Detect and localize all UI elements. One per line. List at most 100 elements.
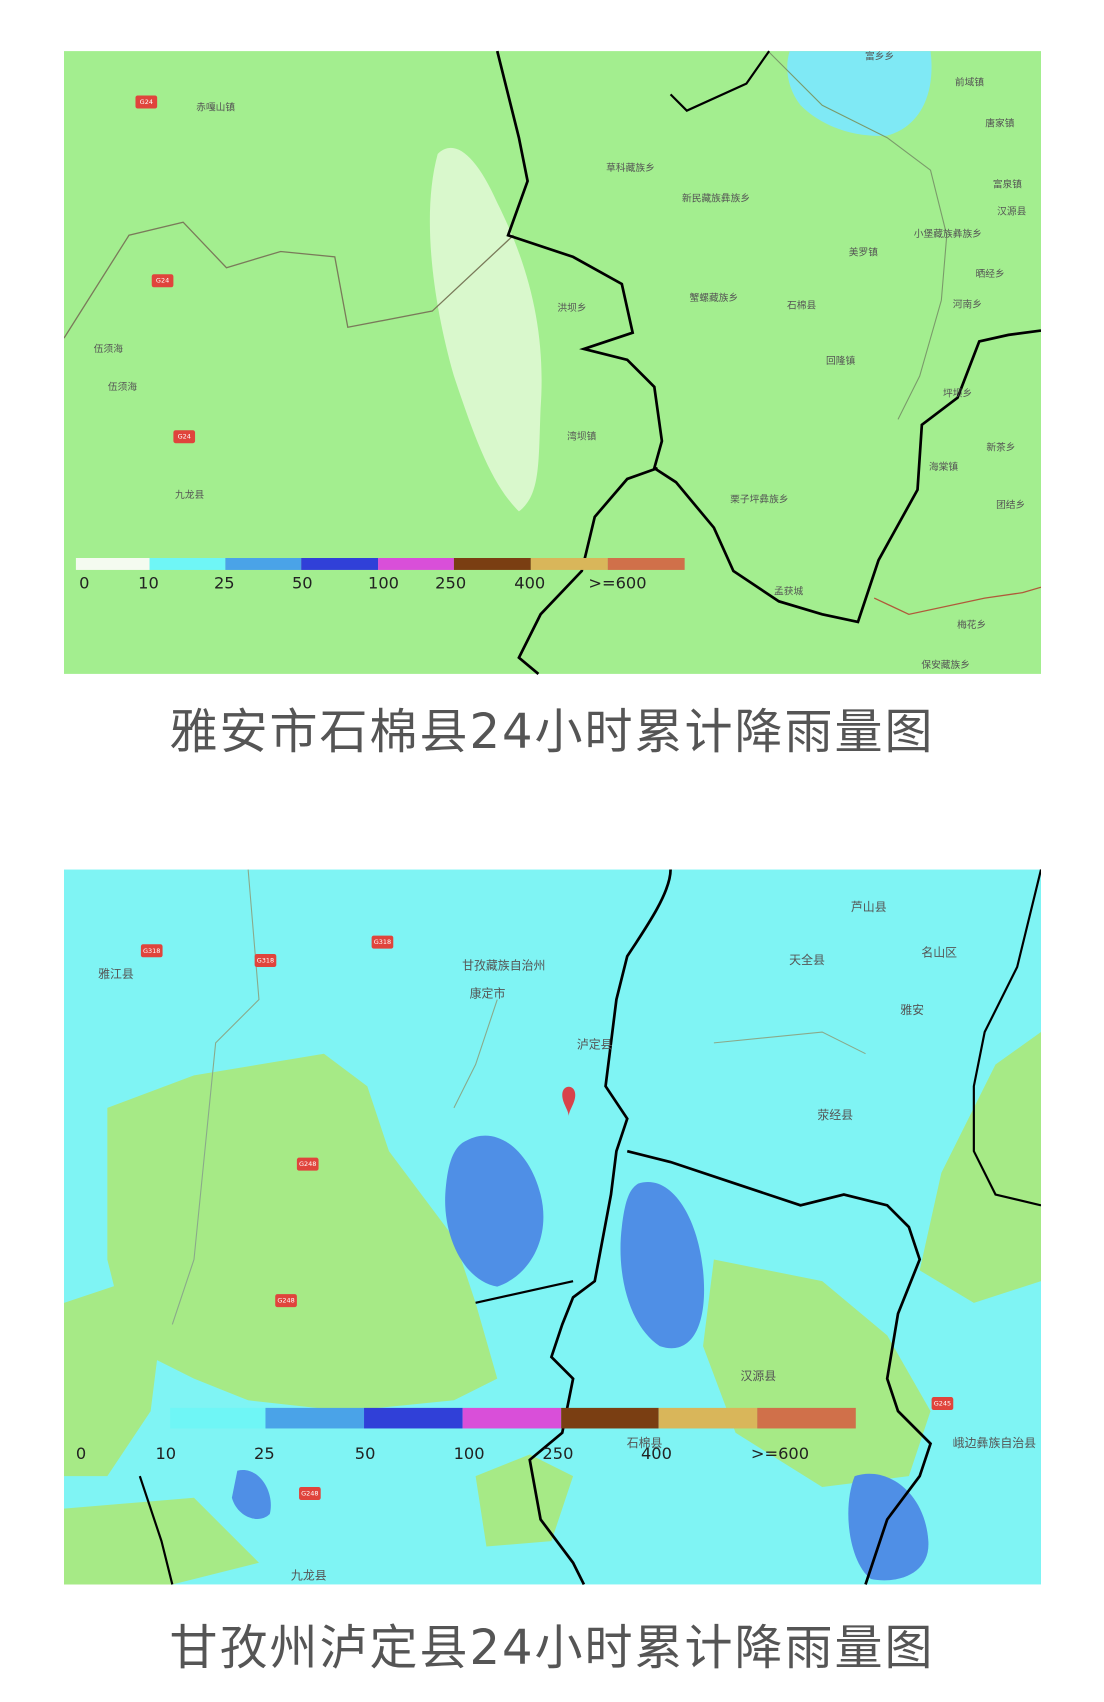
legend-label: 400: [514, 574, 545, 593]
legend-label: 50: [292, 574, 313, 593]
place-label: 汉源县: [997, 204, 1026, 217]
place-label: 石棉县: [787, 299, 816, 312]
place-label: 雅安: [900, 1003, 924, 1017]
place-label: 荥经县: [817, 1108, 853, 1122]
legend-swatch: [225, 558, 302, 570]
place-label: 泸定县: [577, 1038, 613, 1052]
place-label: 峨边彝族自治县: [953, 1436, 1036, 1450]
highway-label: G245: [934, 1400, 951, 1408]
legend-label: 250: [542, 1444, 573, 1463]
place-label: 唐家镇: [985, 117, 1014, 130]
legend: 0 10 25 50 100 250 400 >=600: [75, 558, 685, 593]
legend-label: >=600: [751, 1444, 809, 1463]
legend-label: 100: [454, 1444, 485, 1463]
place-label: 小堡藏族彝族乡: [914, 227, 982, 240]
legend-swatch: [265, 1407, 365, 1429]
rain-area: [429, 147, 542, 512]
place-label: 九龙县: [175, 488, 204, 501]
legend-swatch: [170, 1407, 266, 1429]
place-label: 名山区: [921, 945, 957, 959]
legend-swatch: [149, 558, 226, 570]
place-label: 梅花乡: [957, 618, 986, 631]
highway-shield: [371, 935, 394, 949]
rain-area: [620, 1182, 705, 1349]
map-background: [64, 51, 1041, 674]
place-label: 伍须海: [94, 342, 123, 355]
highway-label: G248: [277, 1297, 294, 1305]
border: [64, 221, 514, 339]
place-label: 回隆镇: [826, 354, 855, 367]
place-label: 康定市: [470, 987, 506, 1001]
highway-label: G318: [143, 947, 160, 955]
place-label: 天全县: [789, 953, 825, 967]
legend-label: 250: [435, 574, 466, 593]
highway-shield: [254, 954, 277, 968]
legend-swatch: [658, 1407, 758, 1429]
boundary: [138, 1475, 174, 1585]
rain-area: [919, 1032, 1041, 1303]
map: 0 10 25 50 100 250 400 >=600 赤嘎山镇伍须海伍须海九龙县草科藏族乡…: [64, 50, 1041, 675]
rain-area: [107, 1053, 498, 1412]
rain-area: [475, 1454, 574, 1547]
place-label: 保安藏族乡: [921, 658, 970, 671]
legend-label: 50: [355, 1444, 376, 1463]
legend-label: 10: [138, 574, 159, 593]
place-label: 汉源县: [740, 1369, 776, 1383]
highway-shield: [299, 1486, 321, 1500]
highway-shield: [296, 1157, 319, 1171]
place-label: 湾坝镇: [567, 430, 596, 443]
legend-label: >=600: [588, 574, 646, 593]
highway-label: G318: [257, 957, 274, 965]
rain-area: [64, 1281, 162, 1477]
boundary: [517, 466, 659, 675]
place-label: 芦山县: [851, 900, 887, 914]
legend-swatch: [757, 1407, 856, 1429]
border: [873, 586, 1041, 616]
legend-label: 0: [79, 574, 89, 593]
place-label: 洪坝乡: [557, 302, 586, 314]
legend-swatch: [453, 558, 531, 570]
highway-label: G248: [299, 1160, 316, 1168]
place-label: 赤嘎山镇: [196, 100, 235, 113]
road: [171, 869, 866, 1325]
place-label: 河南乡: [953, 298, 982, 311]
place-label: 草科藏族乡: [606, 161, 655, 174]
rain-area: [848, 1473, 929, 1581]
place-label: 坪坝乡: [943, 386, 972, 399]
boundary: [669, 50, 771, 112]
boundary: [495, 50, 1041, 624]
place-label: 前域镇: [955, 76, 984, 89]
place-label: 石棉县: [627, 1436, 663, 1450]
place-label: 富乡乡: [865, 50, 894, 63]
highway-label: G24: [178, 433, 191, 441]
legend-label: 0: [76, 1444, 86, 1463]
rain-area: [703, 1259, 931, 1487]
location-pin: [562, 1086, 576, 1117]
rain-area: [445, 1135, 544, 1287]
highway-label: G248: [301, 1489, 318, 1497]
legend-label: 400: [641, 1444, 672, 1463]
highway-label: G318: [374, 938, 391, 946]
boundary: [528, 869, 672, 1586]
place-label: 九龙县: [291, 1568, 327, 1582]
place-label: 栗子坪彝族乡: [730, 493, 788, 506]
boundary: [475, 1280, 574, 1304]
place-label: 团结乡: [996, 498, 1025, 511]
place-label: 伍须海: [108, 380, 137, 393]
place-labels: 赤嘎山镇伍须海伍须海九龙县草科藏族乡新民藏族彝族乡洪坝乡湾坝镇蟹螺藏族乡石棉县美…: [94, 50, 1027, 672]
boundary: [972, 869, 1041, 1207]
legend-swatch: [607, 558, 685, 570]
place-label: 甘孜藏族自治州: [462, 958, 545, 972]
highway-shield: [931, 1397, 954, 1411]
legend-swatch: [561, 1407, 659, 1429]
legend: 0 10 25 50 100 250 400 >=600: [76, 1407, 856, 1463]
place-label: 蟹螺藏族乡: [690, 291, 739, 304]
legend-swatch: [530, 558, 608, 570]
caption: 甘孜州泸定县24小时累计降雨量图: [169, 1620, 935, 1676]
legend-label: 100: [368, 574, 399, 593]
place-label: 海棠镇: [929, 460, 958, 473]
legend-label: 25: [214, 574, 235, 593]
highway-shield: [275, 1294, 297, 1308]
